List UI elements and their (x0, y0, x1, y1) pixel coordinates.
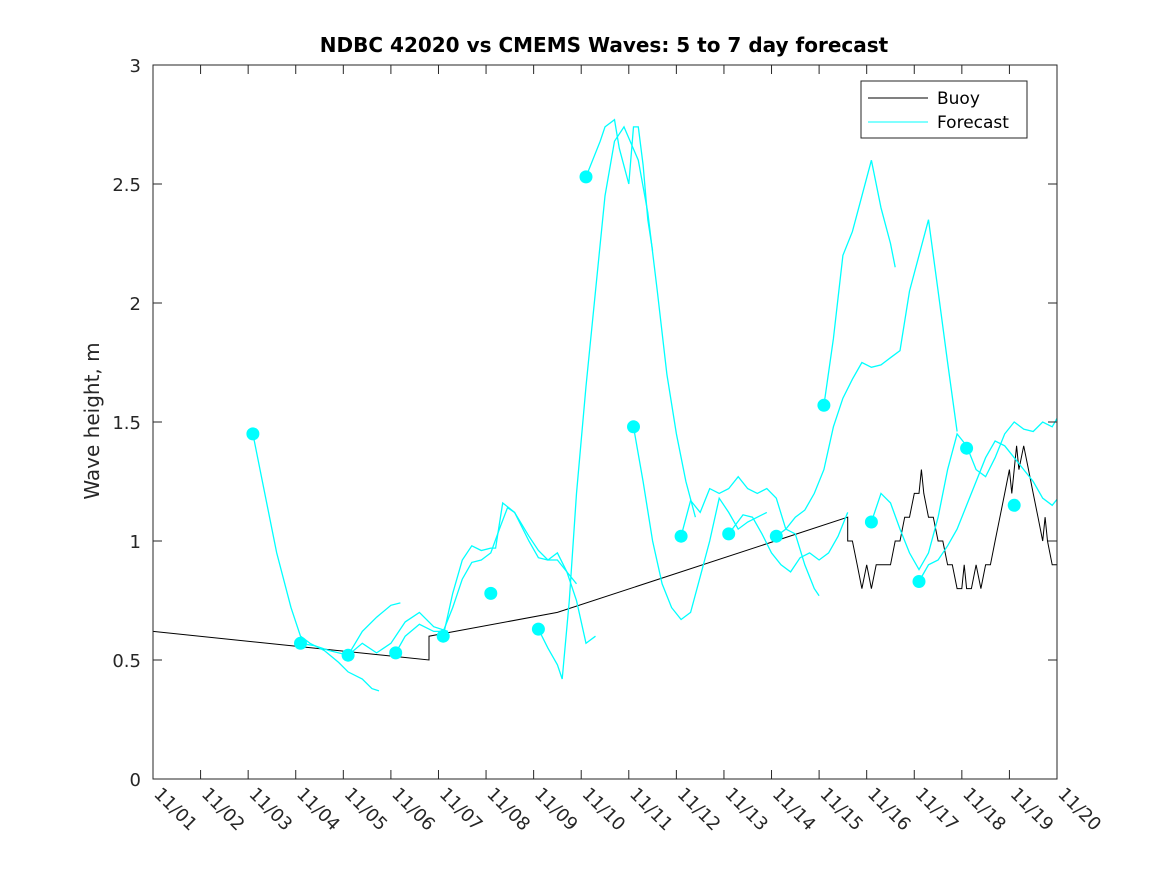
forecast-marker-15 (960, 441, 974, 455)
series-line-forecast-2 (347, 602, 401, 656)
y-tick-label: 1 (130, 532, 141, 553)
forecast-marker-6 (531, 622, 545, 636)
forecast-marker-7 (579, 170, 593, 184)
y-tick-label: 2.5 (112, 175, 141, 196)
forecast-marker-10 (722, 527, 736, 541)
series-line-forecast-10 (775, 219, 958, 537)
forecast-marker-8 (627, 420, 640, 434)
legend-label-forecast: Forecast (937, 113, 1009, 133)
series-line-forecast-7 (632, 426, 768, 621)
legend: Buoy Forecast (860, 80, 1028, 139)
y-tick-label: 0 (130, 770, 141, 791)
series-line-forecast-9 (728, 512, 849, 573)
forecast-marker-12 (817, 398, 831, 412)
series-group (153, 118, 1057, 692)
forecast-marker-5 (484, 586, 498, 600)
legend-label-buoy: Buoy (937, 89, 980, 109)
forecast-marker-9 (674, 529, 688, 543)
y-tick-label: 1.5 (112, 413, 141, 434)
series-line-buoy (153, 445, 1057, 661)
series-line-forecast-12 (870, 417, 1057, 571)
series-line-forecast-11 (823, 160, 896, 406)
series-line-forecast-8 (680, 475, 820, 597)
y-tick-label: 2 (130, 294, 141, 315)
series-line-forecast-6 (585, 118, 654, 251)
forecast-marker-1 (294, 636, 307, 650)
legend-box (860, 80, 1028, 139)
y-axis: 0 0.5 1 1.5 2 2.5 3 (112, 56, 1057, 791)
forecast-marker-13 (864, 515, 878, 529)
forecast-marker-11 (769, 529, 783, 543)
forecast-marker-3 (389, 646, 403, 660)
forecast-marker-14 (912, 575, 926, 588)
forecast-marker-2 (341, 648, 355, 662)
series-line-forecast-5 (537, 125, 697, 680)
y-tick-label: 0.5 (112, 651, 141, 672)
forecast-marker-16 (1007, 498, 1021, 512)
y-axis-label: Wave height, m (80, 342, 104, 499)
forecast-marker-0 (246, 427, 260, 441)
chart-title: NDBC 42020 vs CMEMS Waves: 5 to 7 day fo… (320, 33, 889, 57)
y-tick-label: 3 (130, 56, 141, 77)
forecast-marker-4 (436, 629, 450, 643)
series-line-forecast-13 (918, 440, 1057, 582)
series-line-forecast-1 (300, 611, 449, 656)
